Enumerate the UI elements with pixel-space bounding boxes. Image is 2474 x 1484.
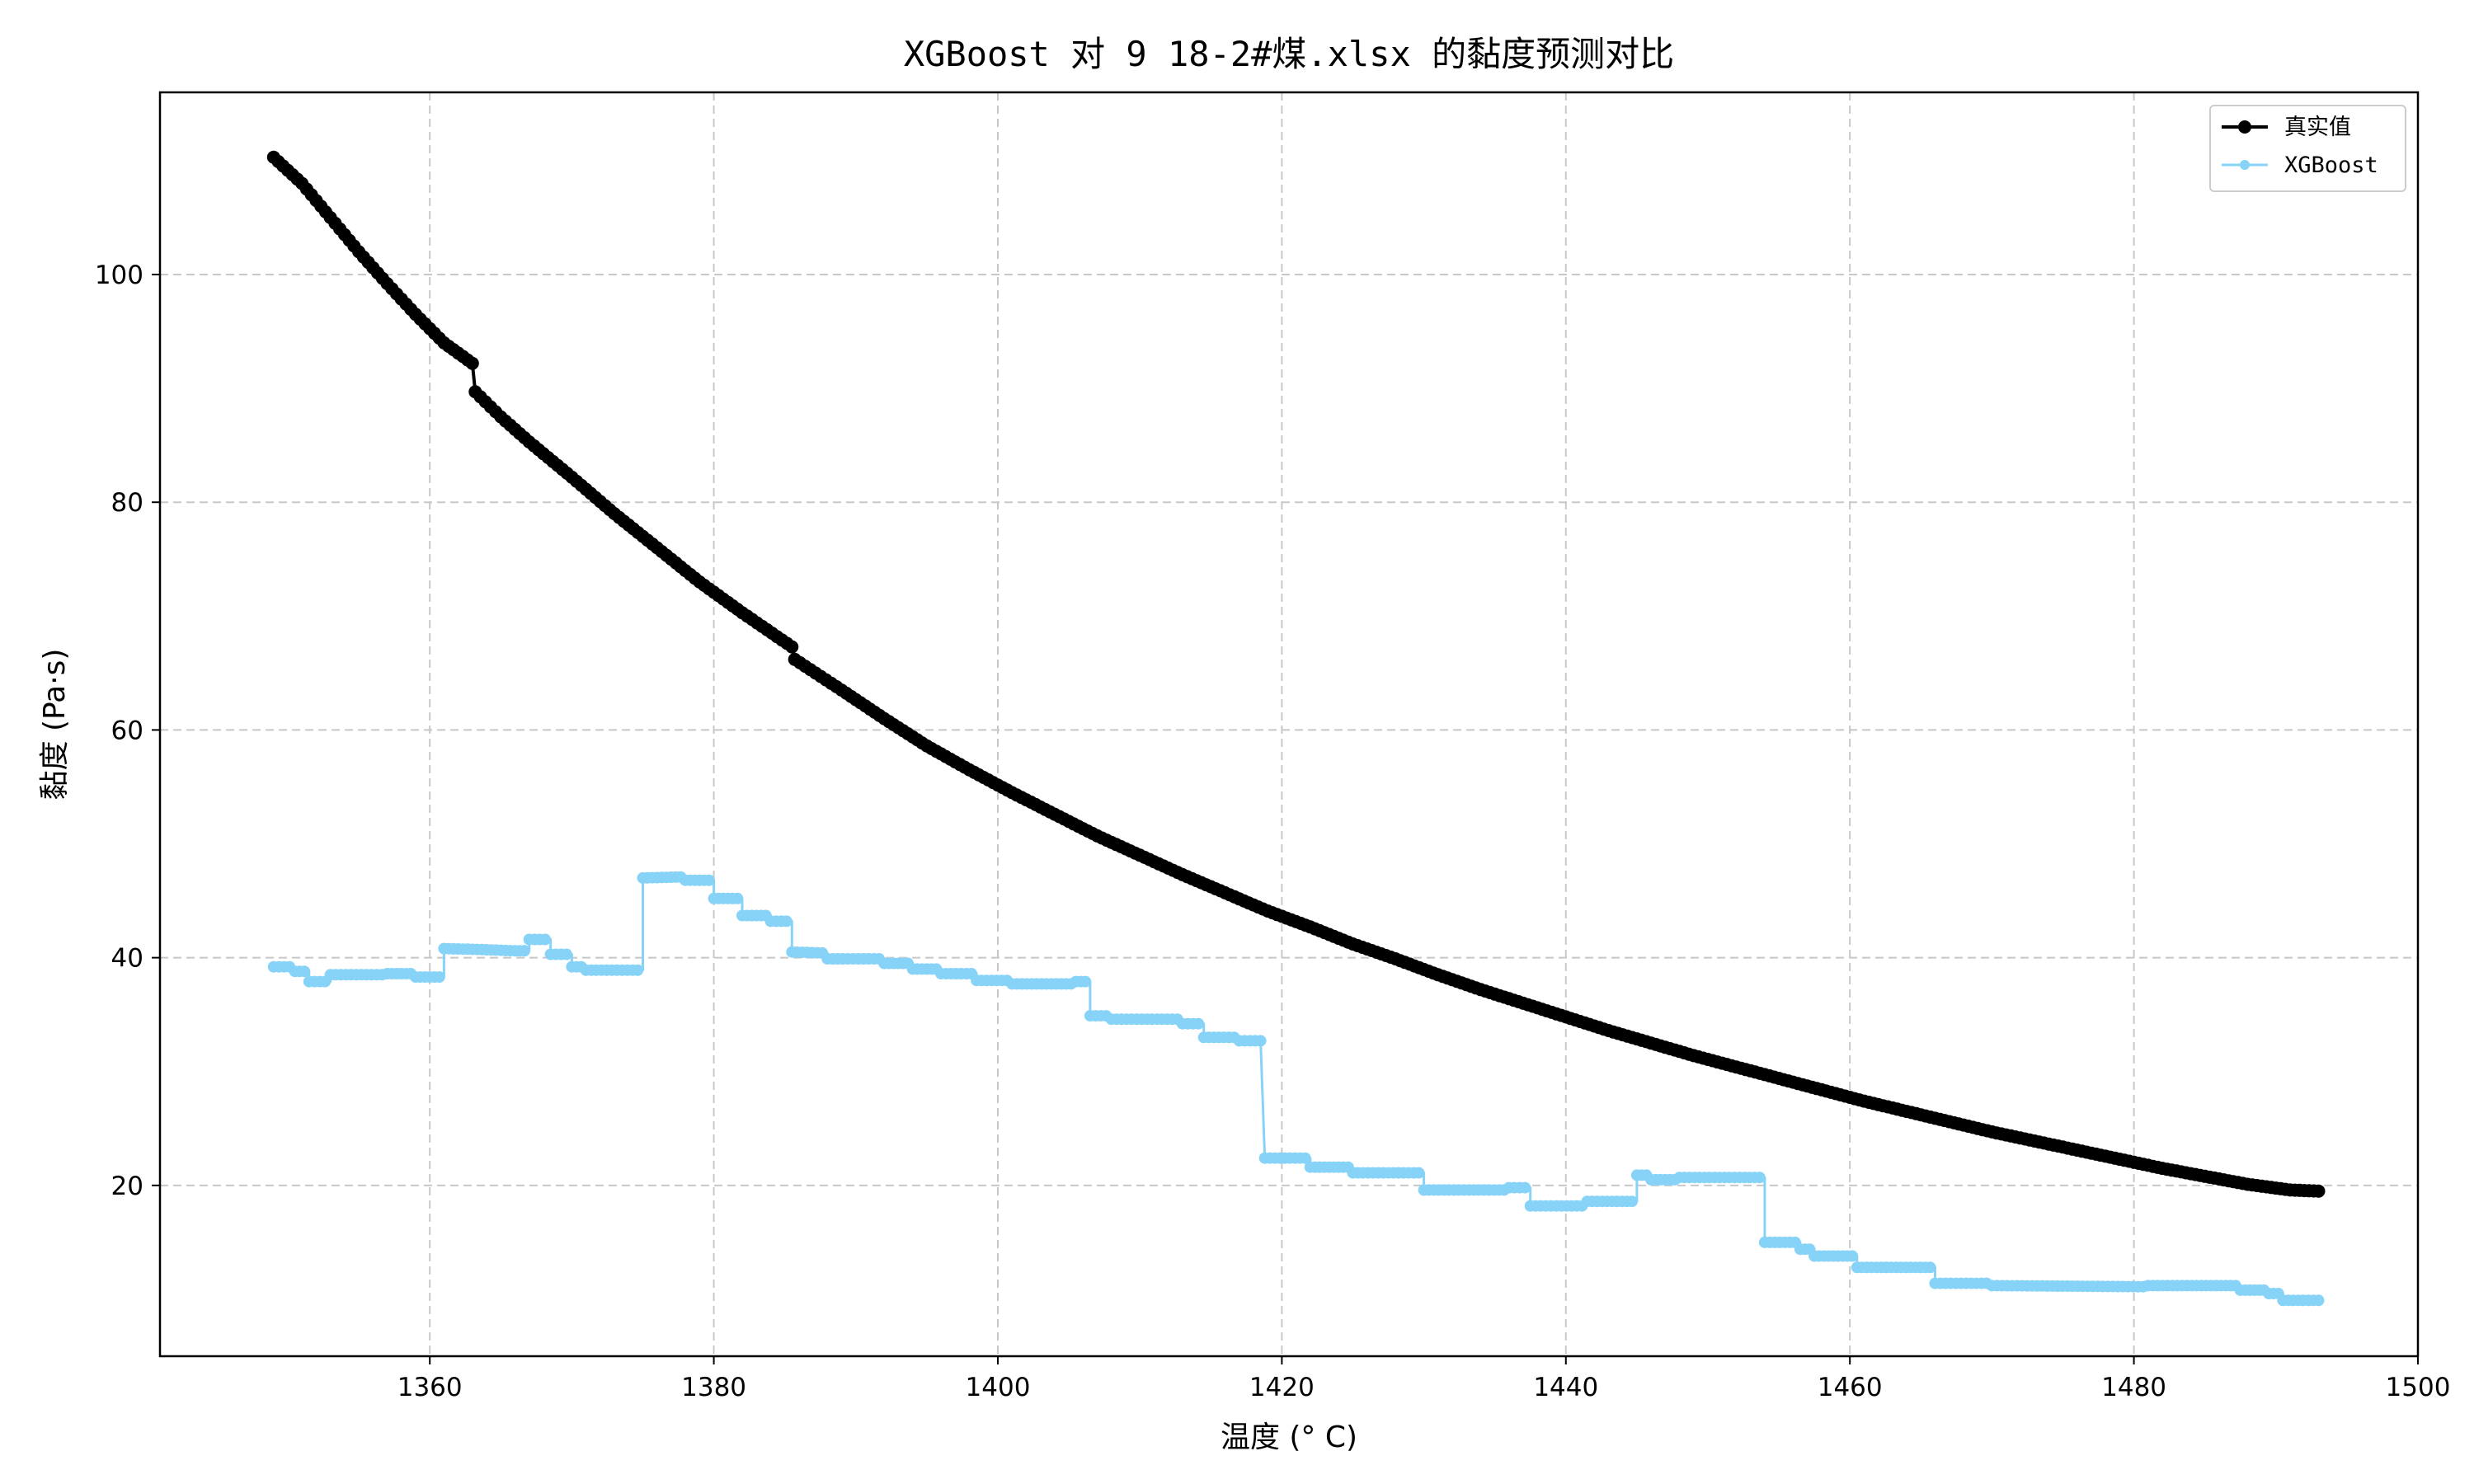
data-point (2312, 1184, 2326, 1198)
x-tick-label: 1400 (966, 1373, 1031, 1402)
y-tick-label: 100 (95, 261, 143, 290)
legend: 真实值 XGBoost (2209, 105, 2406, 192)
x-tick-label: 1480 (2101, 1373, 2166, 1402)
x-tick-label: 1440 (1533, 1373, 1598, 1402)
grid-lines (160, 92, 2418, 1356)
data-point (519, 945, 530, 957)
series-xgboost (267, 871, 2325, 1307)
x-tick-label: 1500 (2386, 1373, 2451, 1402)
data-point (1413, 1167, 1425, 1179)
data-point (1254, 1035, 1267, 1047)
series-layer (266, 150, 2326, 1307)
data-point (780, 915, 793, 928)
data-point (465, 356, 479, 370)
data-point (1846, 1250, 1859, 1262)
data-point (1079, 975, 1092, 988)
data-point (539, 933, 552, 946)
legend-swatch-marker (2238, 120, 2251, 134)
data-point (703, 874, 715, 886)
legend-label: XGBoost (2284, 153, 2378, 178)
data-point (1625, 1195, 1638, 1208)
data-point (2312, 1294, 2325, 1307)
series-actual (266, 150, 2326, 1198)
data-point (1519, 1181, 1531, 1194)
x-tick-label: 1360 (397, 1373, 463, 1402)
data-point (299, 965, 311, 978)
plot-area-frame (158, 91, 2420, 1358)
x-tick-label: 1460 (1818, 1373, 1883, 1402)
legend-swatch-marker (2240, 160, 2250, 170)
chart-title: XGBoost 对 9 18-2#煤.xlsx 的黏度预测对比 (904, 34, 1674, 74)
legend-label: 真实值 (2284, 115, 2351, 140)
data-point (632, 964, 644, 976)
y-tick-label: 20 (111, 1172, 143, 1201)
data-point (433, 971, 445, 984)
x-tick-label: 1380 (681, 1373, 746, 1402)
data-point (1192, 1017, 1205, 1030)
x-axis-label: 温度 (° C) (1221, 1421, 1357, 1454)
y-axis: 20 40 60 80 100 (95, 261, 160, 1201)
data-point (560, 948, 572, 960)
y-tick-label: 40 (111, 944, 143, 974)
x-tick-label: 1420 (1249, 1373, 1315, 1402)
y-tick-label: 80 (111, 488, 143, 518)
data-point (1299, 1152, 1311, 1164)
data-point (1753, 1172, 1766, 1184)
y-tick-label: 60 (111, 716, 143, 745)
y-axis-label: 黏度 (Pa·s) (38, 649, 72, 801)
data-point (1924, 1261, 1936, 1274)
data-point (731, 892, 744, 904)
data-point (785, 640, 799, 654)
x-axis: 1360 1380 1400 1420 1440 1460 1480 1500 (397, 1356, 2451, 1402)
